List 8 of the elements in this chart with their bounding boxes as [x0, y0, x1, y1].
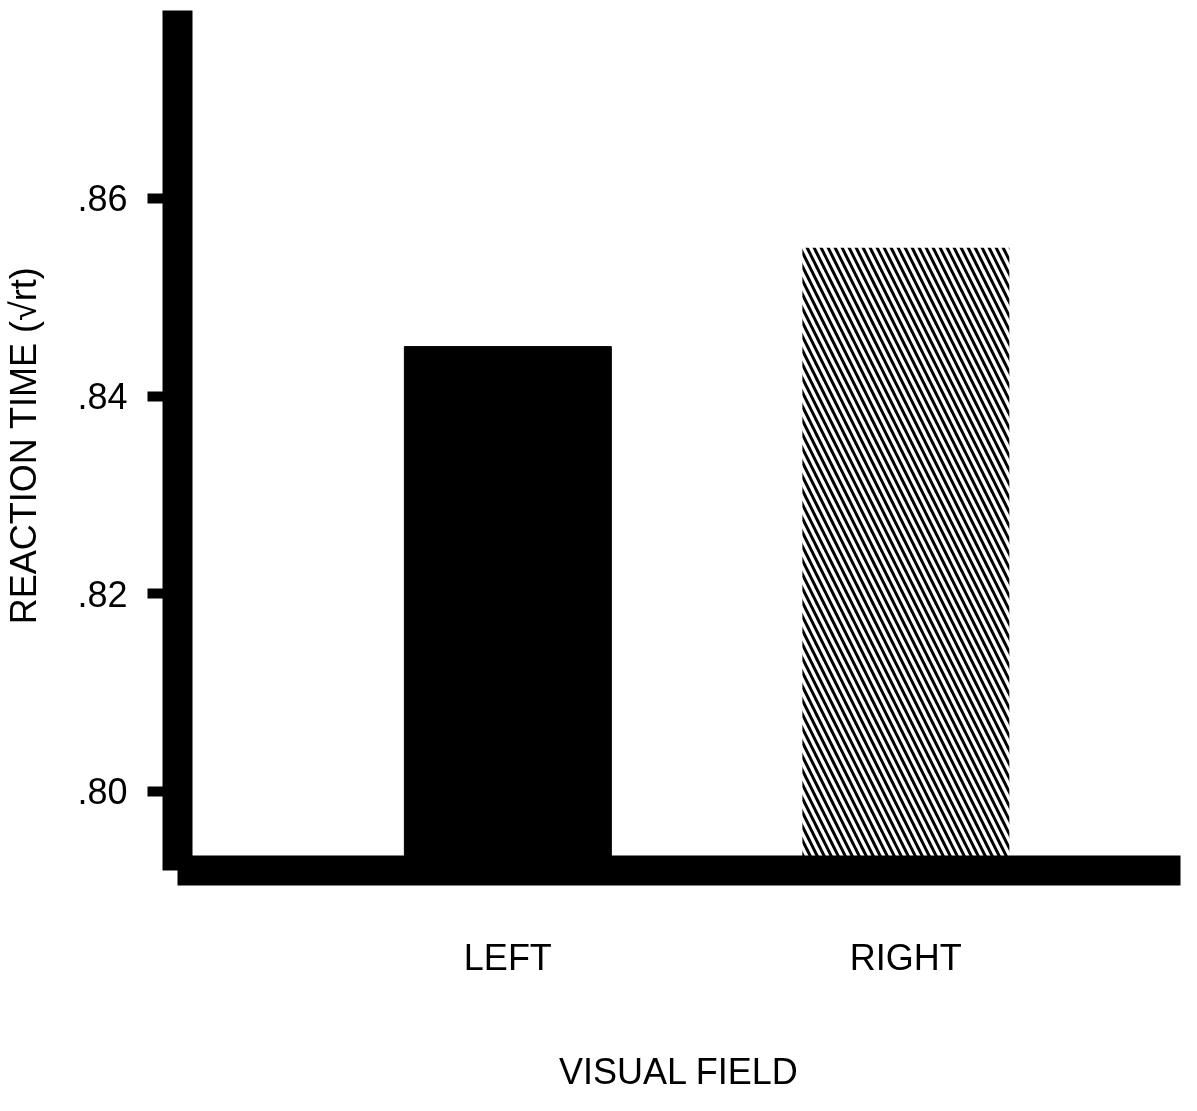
- x-tick-label: LEFT: [463, 936, 552, 978]
- y-tick-label: .80: [77, 771, 128, 813]
- x-tick-label: RIGHT: [849, 936, 962, 978]
- y-axis-title: REACTION TIME (√rt): [3, 267, 45, 625]
- y-tick-label: .86: [77, 178, 128, 220]
- y-tick-label: .84: [77, 376, 128, 418]
- x-axis-title: VISUAL FIELD: [558, 1050, 798, 1092]
- y-tick-label: .82: [77, 573, 128, 615]
